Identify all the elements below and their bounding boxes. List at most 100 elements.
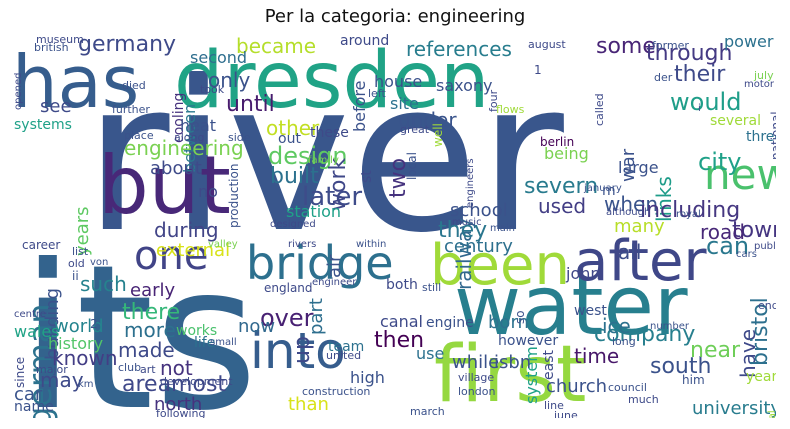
word-further: further xyxy=(112,103,150,116)
word-list: list xyxy=(72,245,89,258)
word-west: west xyxy=(574,303,607,319)
word-north: north xyxy=(154,394,203,415)
word-designed: designed xyxy=(270,219,316,230)
word-cloud: river its dresden has but water first after been… xyxy=(14,34,776,418)
word-when: when xyxy=(604,192,659,216)
word-first: first xyxy=(434,330,587,418)
word-east: east xyxy=(541,350,557,380)
word-career: career xyxy=(22,238,61,252)
word-germany: germany xyxy=(78,34,177,57)
word-long: long xyxy=(612,335,636,348)
word-references: references xyxy=(406,37,512,61)
word-century: century xyxy=(444,236,513,257)
word-end: end xyxy=(758,299,776,312)
word-these: these xyxy=(310,125,349,141)
word-along: along xyxy=(174,131,205,144)
page-title: Per la categoria: engineering xyxy=(264,6,526,27)
word-river: river xyxy=(84,37,564,279)
word-left: left xyxy=(368,87,386,100)
word-although: although xyxy=(606,207,651,218)
word-name: name xyxy=(14,399,54,415)
word-one_small: 1 xyxy=(534,63,542,77)
word-they: they xyxy=(438,218,488,243)
word-later: later xyxy=(302,182,363,212)
word-company: company xyxy=(594,322,696,347)
word-bridge: bridge xyxy=(246,236,394,290)
word-including: including xyxy=(640,198,741,223)
word-up: up xyxy=(290,336,315,364)
word-music: music xyxy=(452,217,482,228)
word-has: has xyxy=(14,40,140,124)
word-until: until xyxy=(226,92,275,117)
word-team: team xyxy=(328,339,365,355)
word-such: such xyxy=(80,272,127,296)
word-been: been xyxy=(430,233,570,298)
word-water: water xyxy=(454,259,688,354)
word-since: since xyxy=(14,356,27,388)
word-all: all xyxy=(618,240,642,264)
word-wales: wales xyxy=(14,322,60,341)
word-flows: flows xyxy=(496,103,525,116)
word-international: international xyxy=(767,410,776,418)
word-severn: severn xyxy=(524,174,599,199)
word-engineers: engineers xyxy=(465,158,476,208)
word-i_small: i xyxy=(698,103,701,114)
word-two_small: 2 xyxy=(90,317,98,331)
word-many: many xyxy=(614,216,665,237)
word-around: around xyxy=(340,34,390,49)
word-died: died xyxy=(122,79,146,92)
word-engineer: engineer xyxy=(312,277,357,288)
word-then: then xyxy=(374,328,425,353)
word-part: part xyxy=(306,298,327,335)
word-became: became xyxy=(236,34,317,58)
word-so: so xyxy=(513,310,527,324)
word-great: great xyxy=(400,123,430,136)
word-museum: museum xyxy=(36,34,84,46)
word-much: much xyxy=(628,393,659,406)
word-site: site xyxy=(390,94,419,113)
word-known: known xyxy=(52,346,118,370)
word-four: four xyxy=(487,89,500,112)
word-small: small xyxy=(210,337,237,348)
word-former: former xyxy=(652,39,689,52)
word-but: but xyxy=(98,139,231,232)
word-made: made xyxy=(118,338,175,362)
word-der: der xyxy=(654,71,673,84)
word-house: house xyxy=(374,72,423,91)
word-both: both xyxy=(386,277,418,293)
word-three: three xyxy=(746,129,776,145)
word-university: university xyxy=(692,398,776,418)
word-other: other xyxy=(266,116,320,140)
word-near: near xyxy=(690,338,741,363)
word-isbn: isbn xyxy=(494,352,532,373)
word-new: new xyxy=(704,150,776,199)
word-through: through xyxy=(646,41,733,66)
word-large: large xyxy=(618,158,659,177)
word-km: km xyxy=(78,379,94,390)
word-opened: opened xyxy=(14,72,24,110)
word-over: over xyxy=(260,304,314,332)
word-car: car xyxy=(14,384,43,405)
word-january: january xyxy=(584,183,622,194)
word-major: major xyxy=(36,363,68,376)
word-him: him xyxy=(682,373,705,387)
word-works: works xyxy=(176,323,218,339)
word-rivers: rivers xyxy=(288,239,317,250)
word-still: still xyxy=(422,281,442,294)
word-air: air xyxy=(324,254,345,278)
word-year: year xyxy=(746,369,776,385)
word-well: well xyxy=(431,123,445,147)
word-about: about xyxy=(150,158,202,179)
word-its: its xyxy=(20,222,259,419)
word-development: development xyxy=(160,375,233,388)
word-august: august xyxy=(528,38,566,51)
word-used: used xyxy=(538,194,587,218)
word-british: british xyxy=(34,41,69,54)
word-club: club xyxy=(118,361,142,374)
word-july: july xyxy=(754,69,774,82)
word-engine: engine xyxy=(426,315,474,331)
word-city: city xyxy=(698,148,742,176)
word-old: old xyxy=(68,257,85,270)
word-berlin: berlin xyxy=(540,135,575,149)
word-power: power xyxy=(724,34,774,51)
